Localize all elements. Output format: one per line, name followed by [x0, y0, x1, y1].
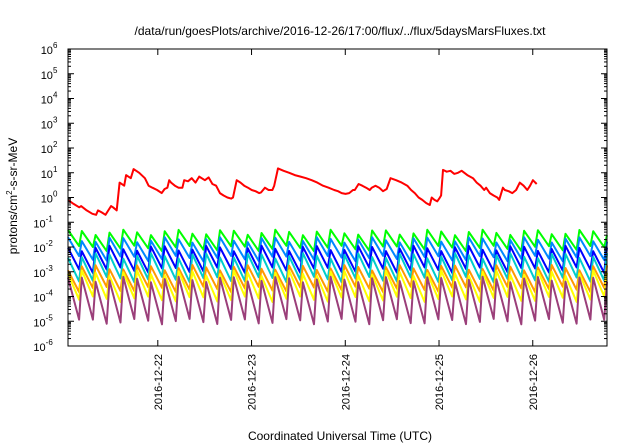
- y-tick-label: 104: [41, 91, 58, 107]
- series-line: [67, 275, 608, 326]
- y-tick-label: 10-6: [33, 338, 53, 354]
- y-tick-label: 103: [41, 115, 58, 131]
- x-tick-label: 2016-12-24: [340, 354, 352, 410]
- x-tick-label: 2016-12-23: [247, 354, 259, 410]
- x-axis-label: Coordinated Universal Time (UTC): [248, 429, 432, 443]
- y-tick-label: 105: [41, 66, 58, 82]
- chart-title: /data/run/goesPlots/archive/2016-12-26/1…: [135, 24, 547, 38]
- y-axis-label: protons/cm2-s-sr-MeV: [5, 138, 20, 254]
- y-tick-label: 102: [41, 140, 58, 156]
- y-tick-label: 10-5: [33, 313, 53, 329]
- series-line: [67, 167, 538, 216]
- y-tick-label: 101: [41, 165, 58, 181]
- svg-text:protons/cm2-s-sr-MeV: protons/cm2-s-sr-MeV: [5, 138, 20, 254]
- plot-frame: [67, 48, 608, 347]
- y-tick-label: 10-2: [33, 239, 53, 255]
- x-tick-label: 2016-12-25: [434, 354, 446, 410]
- plot-area: [67, 167, 608, 326]
- x-tick-label: 2016-12-26: [528, 354, 540, 410]
- series-line: [67, 269, 608, 303]
- y-tick-label: 100: [41, 190, 58, 206]
- y-tick-label: 10-3: [33, 264, 53, 280]
- axis-ticks: 10-6 10-5 10-4 10-3 10-2 10-1 100 101 102 103 104 1…: [33, 41, 607, 410]
- x-tick-label: 2016-12-22: [153, 354, 165, 410]
- series-line: [67, 244, 608, 274]
- y-axis-label-part-1: protons/cm: [6, 195, 20, 254]
- y-axis-label-part-2: -s-sr-MeV: [6, 138, 20, 191]
- series-line: [67, 236, 608, 263]
- y-tick-label: 10-4: [33, 289, 53, 305]
- y-tick-label: 106: [41, 41, 58, 57]
- y-tick-label: 10-1: [33, 214, 53, 230]
- y-axis-label-superscript: 2: [5, 190, 14, 195]
